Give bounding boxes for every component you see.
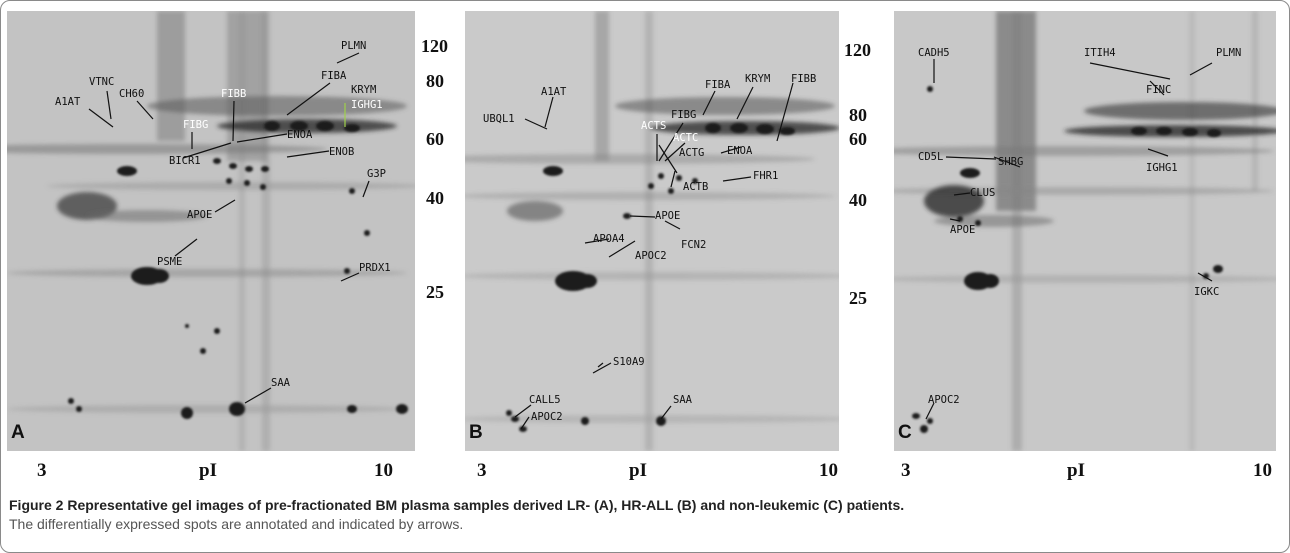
spot-label-fcn2-b: FCN2 bbox=[681, 239, 707, 251]
spot-label-krym: KRYM bbox=[351, 84, 377, 96]
spot-label-itih4-c: ITIH4 bbox=[1084, 47, 1116, 59]
spot-label-fiba: FIBA bbox=[321, 70, 347, 82]
spot-label-actg-b: ACTG bbox=[679, 147, 705, 159]
spot-label-ighg1-c: IGHG1 bbox=[1146, 162, 1178, 174]
gel-c-graphic bbox=[894, 11, 1276, 451]
spot-label-psme: PSME bbox=[157, 256, 183, 268]
spot-label-enob: ENOB bbox=[329, 146, 355, 158]
spot-label-s10a9-b: S10A9 bbox=[613, 356, 645, 368]
spot-label-g3p: G3P bbox=[367, 168, 386, 180]
spot-label-actb-b: ACTB bbox=[683, 181, 709, 193]
spot-label-prdx1: PRDX1 bbox=[359, 262, 391, 274]
spot-label-plmn-c: PLMN bbox=[1216, 47, 1242, 59]
axis-label-b: pI bbox=[629, 460, 647, 481]
axis-label-c: pI bbox=[1067, 460, 1085, 481]
gel-b-graphic bbox=[465, 11, 839, 451]
spot-label-fibb: FIBB bbox=[221, 88, 247, 100]
spot-label-actc-b: ACTC bbox=[673, 132, 699, 144]
spot-label-a1at: A1AT bbox=[55, 96, 81, 108]
gel-c-arrows bbox=[925, 59, 1213, 420]
axis-label-a: pI bbox=[199, 460, 217, 481]
mw-label-60-a: 60 bbox=[426, 129, 444, 149]
spot-label-shbg-c: SHBG bbox=[998, 156, 1024, 168]
spot-label-apoc2-lower-b: APOC2 bbox=[531, 411, 563, 423]
spot-label-acts-b: ACTS bbox=[641, 120, 667, 132]
axis-max-a: 10 bbox=[374, 460, 393, 481]
mw-label-40-c: 40 bbox=[849, 190, 867, 210]
spot-label-saa: SAA bbox=[271, 377, 290, 389]
spot-label-enoa: ENOA bbox=[287, 129, 313, 141]
panel-letter-a: A bbox=[11, 422, 25, 443]
spot-label-fibg: FIBG bbox=[183, 119, 209, 131]
spot-label-cadh5-c: CADH5 bbox=[918, 47, 950, 59]
spot-label-bicr1: BICR1 bbox=[169, 155, 201, 167]
gel-a-graphic bbox=[7, 11, 415, 451]
spot-label-ch60: CH60 bbox=[119, 88, 145, 100]
mw-label-120-c: 120 bbox=[844, 40, 871, 60]
spot-label-saa-b: SAA bbox=[673, 394, 692, 406]
gel-image-b: A1AT UBQL1 FIBA KRYM FIBB FIBG ACTS ACTC… bbox=[465, 11, 839, 451]
spot-label-clus-c: CLUS bbox=[970, 187, 996, 199]
spot-label-apoe-c: APOE bbox=[950, 224, 976, 236]
gel-image-a: PLMN VTNC A1AT CH60 FIBB FIBA KRYM IGHG1… bbox=[7, 11, 415, 451]
axis-min-b: 3 bbox=[477, 460, 487, 481]
spot-label-apoa4-b: APOA4 bbox=[593, 233, 625, 245]
spot-label-apoe-b: APOE bbox=[655, 210, 681, 222]
spot-label-igkc-c: IGKC bbox=[1194, 286, 1220, 298]
gel-b-arrows bbox=[514, 82, 794, 430]
spot-label-ubql1-b: UBQL1 bbox=[483, 113, 515, 125]
spot-label-fhr1-b: FHR1 bbox=[753, 170, 779, 182]
spot-label-enoa-b: ENOA bbox=[727, 145, 753, 157]
spot-label-apoc2-c: APOC2 bbox=[928, 394, 960, 406]
spot-label-fiba-b: FIBA bbox=[705, 79, 731, 91]
spot-label-ighg1: IGHG1 bbox=[351, 99, 383, 111]
spot-label-apoe: APOE bbox=[187, 209, 213, 221]
spot-label-cd5l-c: CD5L bbox=[918, 151, 944, 163]
spot-label-finc-c: FINC bbox=[1146, 84, 1172, 96]
axis-max-c: 10 bbox=[1253, 460, 1272, 481]
gel-image-c: CADH5 ITIH4 PLMN FINC CD5L SHBG IGHG1 CL… bbox=[894, 11, 1276, 451]
spot-label-call5-b: CALL5 bbox=[529, 394, 561, 406]
panel-letter-b: B bbox=[469, 422, 483, 443]
axis-min-c: 3 bbox=[901, 460, 911, 481]
mw-label-25-c: 25 bbox=[849, 288, 867, 308]
spot-label-fibg-b: FIBG bbox=[671, 109, 697, 121]
spot-label-fibb-b: FIBB bbox=[791, 73, 817, 85]
spot-label-vtnc: VTNC bbox=[89, 76, 115, 88]
caption-subtitle: The differentially expressed spots are a… bbox=[9, 516, 464, 532]
mw-label-25-a: 25 bbox=[426, 282, 444, 302]
spot-label-krym-b: KRYM bbox=[745, 73, 771, 85]
mw-label-40-a: 40 bbox=[426, 188, 444, 208]
caption-title: Representative gel images of pre-fractio… bbox=[67, 497, 905, 513]
figure-caption: Figure 2 Representative gel images of pr… bbox=[9, 496, 1279, 534]
mw-label-60-c: 60 bbox=[849, 129, 867, 149]
mw-label-80-c: 80 bbox=[849, 105, 867, 125]
caption-figure-number: Figure 2 bbox=[9, 497, 64, 513]
panel-letter-c: C bbox=[898, 422, 912, 443]
mw-label-80-a: 80 bbox=[426, 71, 444, 91]
spot-label-a1at-b: A1AT bbox=[541, 86, 567, 98]
mw-label-120-a: 120 bbox=[421, 36, 448, 56]
axis-max-b: 10 bbox=[819, 460, 838, 481]
axis-min-a: 3 bbox=[37, 460, 47, 481]
gel-a-arrows bbox=[88, 52, 370, 404]
spot-label-apoc2-b: APOC2 bbox=[635, 250, 667, 262]
spot-label-plmn: PLMN bbox=[341, 40, 367, 52]
